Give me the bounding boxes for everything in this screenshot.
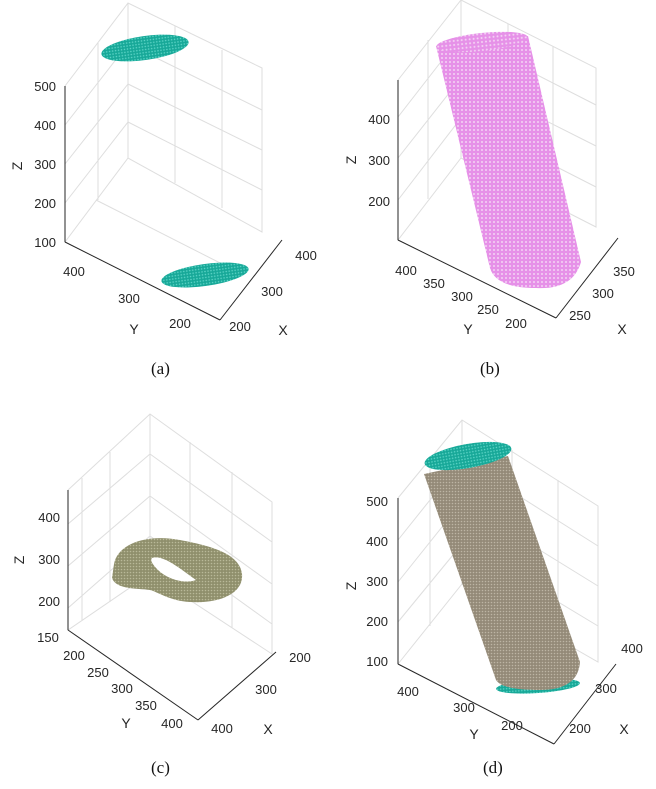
caption-d: (d) <box>483 758 503 777</box>
y-axis-c <box>67 629 199 721</box>
x-axis-b <box>555 237 619 319</box>
y-tick: 300 <box>453 700 475 715</box>
plot-c: 400 300 200 Z 150 200 250 300 350 400 Y … <box>11 413 311 737</box>
cylinder-top <box>436 31 528 53</box>
y-axis-label: Y <box>129 321 139 337</box>
z-tick: 400 <box>38 510 60 525</box>
x-tick: 350 <box>613 264 635 279</box>
x-axis-a <box>219 239 283 321</box>
y-tick: 150 <box>37 630 59 645</box>
z-tick: 100 <box>34 235 56 250</box>
plot-b: 400 300 200 Z 400 350 300 250 200 Y 350 … <box>343 0 635 337</box>
x-tick: 400 <box>621 641 643 656</box>
z-tick: 200 <box>34 196 56 211</box>
y-axis-d <box>397 663 555 745</box>
x-tick: 400 <box>295 248 317 263</box>
caption-a: (a) <box>151 359 170 378</box>
x-tick: 200 <box>569 721 591 736</box>
z-axis-label: Z <box>343 155 359 164</box>
y-tick: 400 <box>395 263 417 278</box>
x-axis-label: X <box>263 721 273 737</box>
z-tick: 300 <box>368 153 390 168</box>
z-tick: 100 <box>366 654 388 669</box>
z-tick: 400 <box>368 112 390 127</box>
y-tick: 200 <box>63 648 85 663</box>
y-tick: 300 <box>118 291 140 306</box>
y-tick: 300 <box>111 681 133 696</box>
x-axis-label: X <box>278 322 288 338</box>
x-tick: 300 <box>592 286 614 301</box>
z-tick: 300 <box>34 157 56 172</box>
cylinder <box>436 36 581 289</box>
plot-a: 500 400 300 200 100 Z 400 300 200 Y 400 … <box>9 2 317 338</box>
panel-c: 400 300 200 Z 150 200 250 300 350 400 Y … <box>0 394 328 788</box>
z-tick: 400 <box>34 118 56 133</box>
z-tick: 200 <box>368 194 390 209</box>
y-tick: 350 <box>423 276 445 291</box>
z-axis-label: Z <box>343 581 359 590</box>
panel-a: 500 400 300 200 100 Z 400 300 200 Y 400 … <box>0 0 328 394</box>
z-tick: 500 <box>366 494 388 509</box>
x-tick: 250 <box>569 308 591 323</box>
y-axis-label: Y <box>469 726 479 742</box>
z-tick: 500 <box>34 79 56 94</box>
y-tick: 200 <box>169 316 191 331</box>
y-tick: 200 <box>505 316 527 331</box>
panel-d: 500 400 300 200 100 Z 400 300 200 Y 400 … <box>328 394 656 788</box>
y-tick: 400 <box>63 264 85 279</box>
caption-c: (c) <box>151 758 170 777</box>
y-tick: 250 <box>87 665 109 680</box>
x-tick: 200 <box>229 319 251 334</box>
x-axis-d <box>553 663 617 745</box>
z-tick: 300 <box>366 574 388 589</box>
x-tick: 300 <box>595 681 617 696</box>
y-axis-a <box>64 241 221 321</box>
y-axis-label: Y <box>463 321 473 337</box>
z-axis-label: Z <box>9 161 25 170</box>
y-tick: 400 <box>397 684 419 699</box>
x-axis-c <box>197 651 277 721</box>
cylinder <box>424 456 580 690</box>
x-tick: 300 <box>261 284 283 299</box>
x-axis-label: X <box>617 321 627 337</box>
z-tick: 400 <box>366 534 388 549</box>
caption-b: (b) <box>480 359 500 378</box>
y-tick: 250 <box>477 302 499 317</box>
bottom-disk <box>161 262 249 288</box>
y-tick: 350 <box>135 698 157 713</box>
panel-b: 400 300 200 Z 400 350 300 250 200 Y 350 … <box>328 0 656 394</box>
plot-d: 500 400 300 200 100 Z 400 300 200 Y 400 … <box>343 419 643 745</box>
y-tick: 300 <box>451 289 473 304</box>
grid-c <box>67 413 273 655</box>
x-tick: 200 <box>289 650 311 665</box>
z-axis-label: Z <box>11 555 27 564</box>
z-tick: 300 <box>38 552 60 567</box>
z-tick: 200 <box>366 614 388 629</box>
z-tick: 200 <box>38 594 60 609</box>
y-tick: 200 <box>501 718 523 733</box>
ring-hole <box>151 557 196 582</box>
y-tick: 400 <box>161 716 183 731</box>
top-disk <box>424 441 512 471</box>
top-disk <box>101 34 189 62</box>
x-axis-label: X <box>619 721 629 737</box>
x-tick: 300 <box>255 682 277 697</box>
y-axis-label: Y <box>121 715 131 731</box>
y-axis-b <box>397 239 557 319</box>
x-tick: 400 <box>211 721 233 736</box>
